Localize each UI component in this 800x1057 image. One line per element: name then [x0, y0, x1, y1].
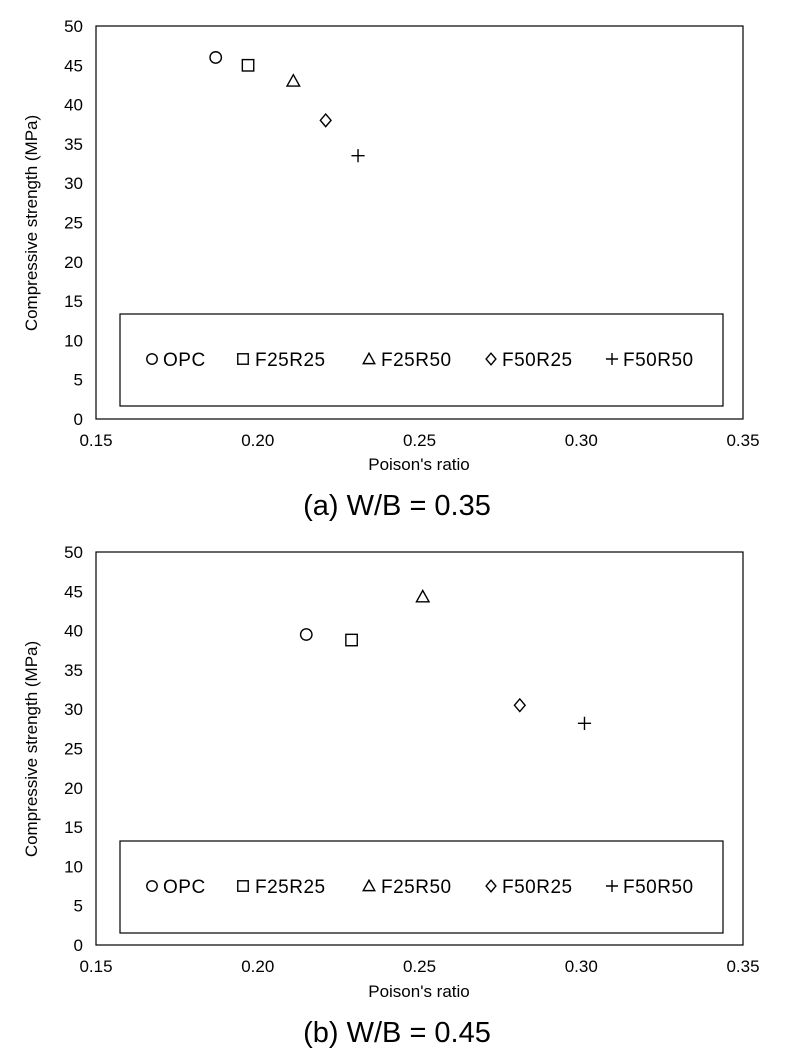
y-tick-label: 45 [64, 582, 83, 601]
x-axis-title: Poison's ratio [368, 455, 470, 474]
y-tick-label: 0 [74, 936, 83, 955]
legend: OPC F25R25 F25R50 F50R25 F50R50 [119, 313, 724, 407]
y-tick-label: 35 [64, 661, 83, 680]
chart-b: 0 5 10 15 20 25 30 35 40 45 50 0.15 0.20 0.25 0.30 0.3… [22, 543, 760, 1049]
legend-marker-plus [605, 352, 619, 366]
data-point-f50r50 [351, 149, 365, 163]
legend-item-f50r25: F50R25 [485, 350, 573, 371]
x-tick-label: 0.20 [241, 431, 274, 450]
x-tick-label: 0.20 [241, 957, 274, 976]
legend-label: F50R25 [502, 877, 573, 898]
y-tick-label: 20 [64, 253, 83, 272]
y-tick-label: 5 [74, 897, 83, 916]
y-tick-label: 50 [64, 543, 83, 562]
legend-marker-square [237, 353, 249, 365]
legend-label: F25R50 [381, 877, 452, 898]
x-tick-labels: 0.15 0.20 0.25 0.30 0.35 [79, 431, 759, 450]
y-tick-label: 25 [64, 740, 83, 759]
y-tick-label: 25 [64, 214, 83, 233]
x-tick-label: 0.30 [565, 957, 598, 976]
legend-marker-circle [146, 353, 158, 365]
x-tick-label: 0.15 [79, 431, 112, 450]
y-tick-label: 40 [64, 622, 83, 641]
y-tick-label: 5 [74, 371, 83, 390]
legend-frame [119, 840, 724, 934]
y-tick-label: 40 [64, 96, 83, 115]
data-point-f25r25 [241, 58, 255, 72]
x-tick-label: 0.15 [79, 957, 112, 976]
legend-item-f25r25: F25R25 [237, 877, 326, 898]
legend-label: OPC [163, 350, 206, 371]
legend-label: F50R25 [502, 350, 573, 371]
legend-items: OPC F25R25 F25R50 F50R25 F50R50 [146, 350, 694, 371]
y-tick-label: 10 [64, 857, 83, 876]
data-markers [209, 51, 365, 163]
data-point-f25r25 [345, 633, 358, 647]
legend-label: OPC [163, 877, 206, 898]
y-axis-title: Compressive strength (MPa) [22, 641, 41, 857]
x-tick-label: 0.35 [726, 431, 759, 450]
y-axis-title: Compressive strength (MPa) [22, 115, 41, 331]
legend: OPC F25R25 F25R50 F50R25 F50R50 [119, 840, 724, 934]
y-tick-labels: 0 5 10 15 20 25 30 35 40 45 50 [64, 543, 83, 955]
y-tick-label: 20 [64, 779, 83, 798]
data-point-f25r50 [285, 73, 301, 87]
x-tick-label: 0.35 [726, 957, 759, 976]
data-markers [299, 589, 592, 730]
figure-caption: (a) W/B = 0.35 [303, 490, 491, 522]
legend-marker-square [237, 880, 249, 892]
data-point-f50r25 [513, 697, 527, 713]
plot-area-frame [95, 551, 744, 946]
legend-item-f25r25: F25R25 [237, 350, 326, 371]
legend-marker-plus [605, 879, 619, 893]
legend-label: F25R25 [255, 877, 326, 898]
legend-item-f25r50: F25R50 [362, 350, 452, 371]
legend-label: F25R25 [255, 350, 326, 371]
data-point-f25r50 [415, 589, 431, 603]
y-tick-label: 15 [64, 292, 83, 311]
x-tick-label: 0.25 [403, 957, 436, 976]
y-tick-label: 15 [64, 818, 83, 837]
y-tick-label: 0 [74, 410, 83, 429]
y-tick-label: 30 [64, 174, 83, 193]
y-tick-label: 30 [64, 700, 83, 719]
legend-marker-diamond [485, 352, 497, 366]
chart-a: 0 5 10 15 20 25 30 35 40 45 50 0.15 0.20 0.25 0.30 0.3… [22, 17, 760, 522]
y-tick-label: 50 [64, 17, 83, 36]
data-point-opc [209, 51, 223, 64]
legend-item-f50r25: F50R25 [485, 877, 573, 898]
x-tick-label: 0.30 [565, 431, 598, 450]
legend-marker-diamond [485, 879, 497, 893]
data-point-f50r25 [319, 112, 332, 128]
legend-item-f50r50: F50R50 [605, 877, 694, 898]
y-tick-label: 45 [64, 56, 83, 75]
data-point-f50r50 [577, 716, 592, 730]
figure-caption: (b) W/B = 0.45 [303, 1017, 491, 1049]
legend-marker-triangle [362, 878, 376, 892]
plot-area-frame [95, 25, 744, 420]
legend-label: F25R50 [381, 350, 452, 371]
x-axis-title: Poison's ratio [368, 982, 470, 1001]
legend-marker-circle [146, 880, 158, 892]
legend-item-opc: OPC [146, 877, 206, 898]
legend-frame [119, 313, 724, 407]
legend-marker-triangle [362, 351, 376, 365]
legend-item-opc: OPC [146, 350, 206, 371]
legend-item-f25r50: F25R50 [362, 877, 452, 898]
data-point-opc [299, 628, 313, 641]
legend-item-f50r50: F50R50 [605, 350, 694, 371]
x-tick-labels: 0.15 0.20 0.25 0.30 0.35 [79, 957, 759, 976]
x-tick-label: 0.25 [403, 431, 436, 450]
legend-items: OPC F25R25 F25R50 F50R25 F50R50 [146, 877, 694, 898]
y-tick-labels: 0 5 10 15 20 25 30 35 40 45 50 [64, 17, 83, 429]
y-tick-label: 10 [64, 331, 83, 350]
legend-label: F50R50 [623, 877, 694, 898]
legend-label: F50R50 [623, 350, 694, 371]
y-tick-label: 35 [64, 135, 83, 154]
